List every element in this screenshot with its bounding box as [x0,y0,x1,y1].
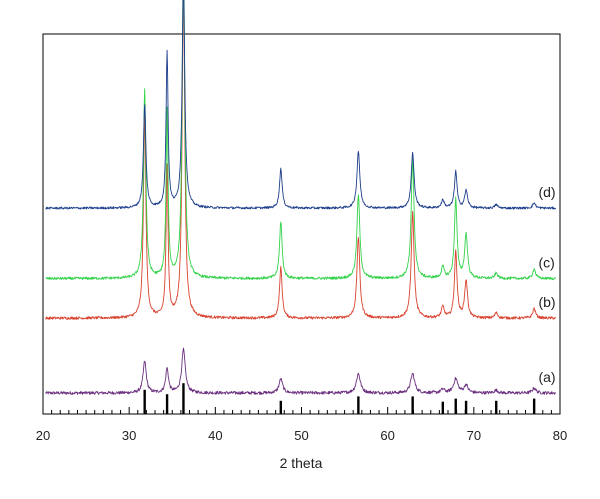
series-label-3: (d) [538,184,555,200]
plot-frame [43,34,560,414]
x-axis-title: 2 theta [280,455,323,471]
x-tick-label: 80 [553,428,567,443]
x-tick-label: 50 [294,428,308,443]
x-tick-label: 40 [208,428,222,443]
series-label-1: (b) [538,294,555,310]
x-tick-label: 70 [467,428,481,443]
series-line-3 [46,0,556,209]
series-line-1 [46,0,556,319]
series-label-0: (a) [538,369,555,385]
series-line-0 [46,348,556,394]
series-label-2: (c) [538,255,554,271]
traces-group [46,0,556,394]
x-axis: 20 30 40 50 60 70 80 [36,407,567,443]
x-tick-label: 60 [380,428,394,443]
x-tick-label: 30 [122,428,136,443]
x-tick-label: 20 [36,428,50,443]
series-line-2 [46,0,556,280]
series-labels-group: (a) (b) (c) (d) [538,184,555,385]
reference-lines-group [145,383,534,414]
